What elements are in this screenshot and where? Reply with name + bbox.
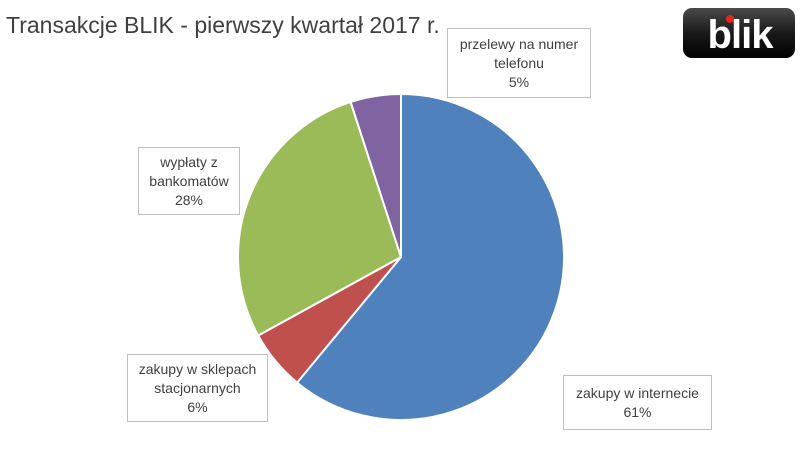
- data-label-3: wypłaty z bankomatów 28%: [138, 147, 240, 215]
- data-label-category: zakupy w sklepach: [138, 360, 257, 377]
- data-label-category: bankomatów: [149, 172, 229, 189]
- data-label-2: zakupy w sklepach stacjonarnych 6%: [127, 354, 268, 422]
- pie-slice-4: [349, 92, 402, 258]
- pie-slice-1: [295, 92, 565, 421]
- data-label-category: przelewy na numer: [459, 35, 579, 52]
- pie-slice-3: [237, 100, 403, 337]
- data-label-1: zakupy w internecie 61%: [563, 375, 712, 430]
- data-label-4: przelewy na numer telefonu 5%: [447, 28, 591, 98]
- data-label-percent: 61%: [623, 403, 652, 420]
- data-label-percent: 5%: [508, 73, 530, 90]
- data-label-category: telefonu: [494, 54, 544, 71]
- chart-title: Transakcje BLIK - pierwszy kwartał 2017 …: [6, 12, 440, 38]
- data-label-percent: 6%: [187, 398, 208, 415]
- svg-text:blik: blik: [708, 13, 775, 57]
- data-label-category: stacjonarnych: [154, 379, 241, 396]
- data-label-percent: 28%: [174, 191, 204, 208]
- data-label-category: zakupy w internecie: [576, 384, 699, 401]
- blik-logo: blik: [683, 8, 795, 58]
- data-label-category: wypłaty z: [160, 153, 218, 170]
